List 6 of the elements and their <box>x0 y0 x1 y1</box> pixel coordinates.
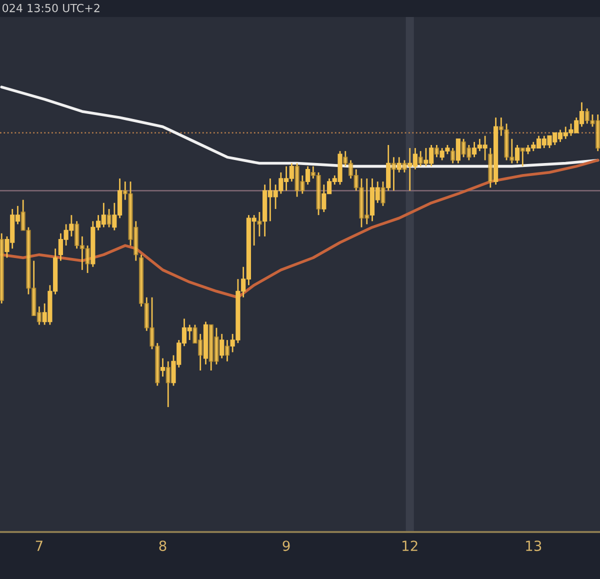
x-tick-label: 9 <box>282 540 290 552</box>
text: 024 13:50 UTC+2 <box>2 4 100 12</box>
x-tick-label: 13 <box>526 540 542 552</box>
x-tick-label: 7 <box>36 540 42 551</box>
x-tick-label: 8 <box>159 540 166 552</box>
x-tick-label: 12 <box>402 540 418 551</box>
